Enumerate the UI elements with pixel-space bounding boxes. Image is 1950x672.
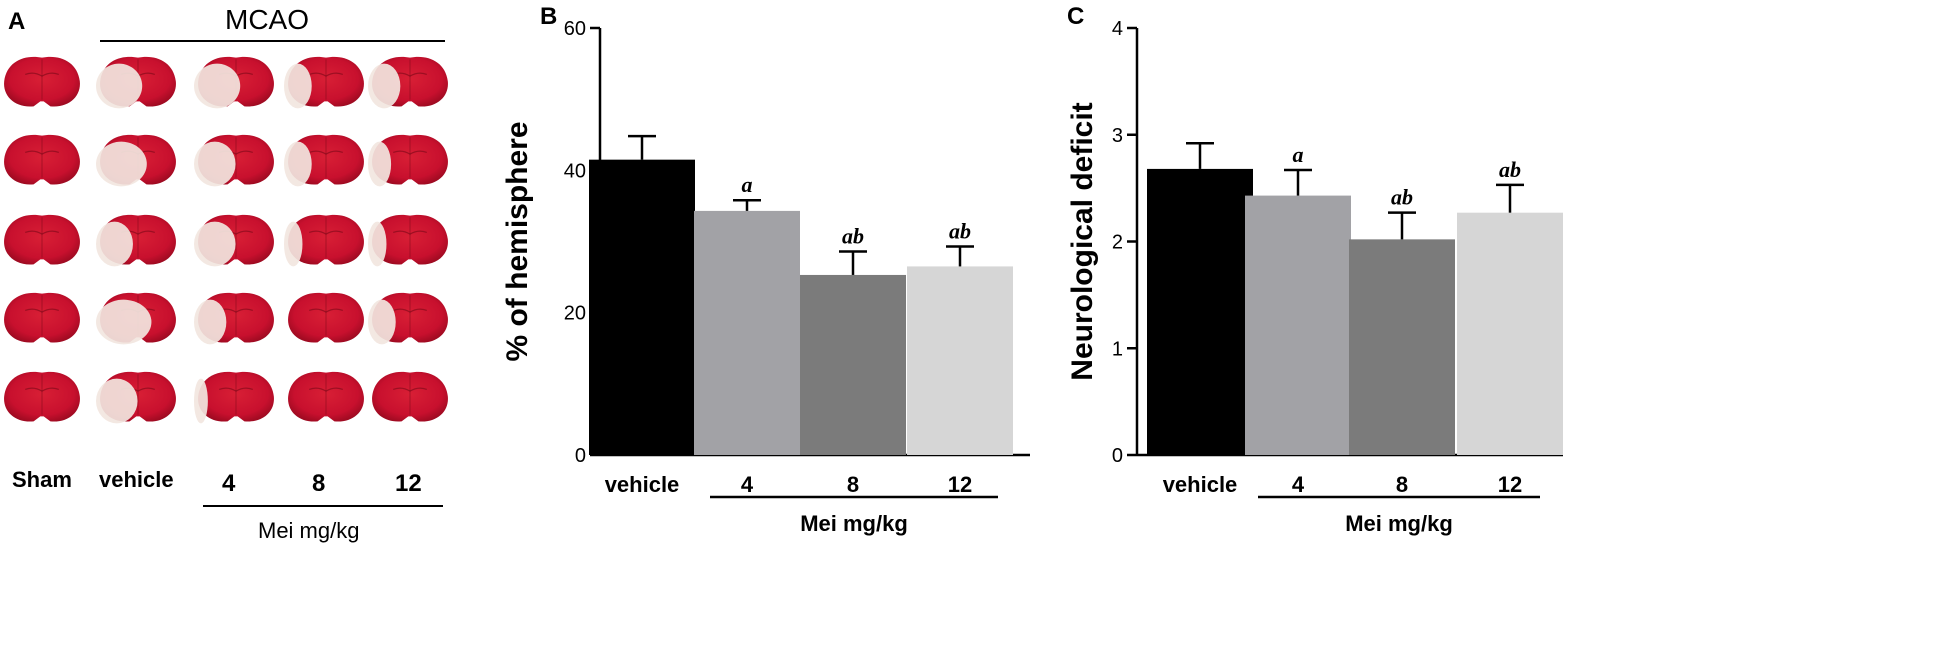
bar-12 — [907, 266, 1013, 455]
brain-slice — [3, 56, 81, 108]
infarct-area — [194, 141, 236, 187]
infarct-area — [368, 221, 387, 267]
x-tick-label: 12 — [1498, 472, 1522, 497]
brain-slice — [3, 134, 81, 186]
significance-label: ab — [949, 218, 971, 243]
y-tick-label: 40 — [564, 160, 586, 182]
significance-label: a — [742, 172, 753, 197]
bar-8 — [800, 274, 906, 455]
infarct-area — [96, 63, 143, 109]
significance-label: ab — [1391, 185, 1413, 210]
brain-slice — [197, 371, 275, 423]
bar-4 — [1245, 195, 1351, 455]
y-tick-label: 1 — [1112, 338, 1123, 360]
x-tick-label: 4 — [741, 472, 754, 497]
infarct-area — [368, 141, 392, 187]
dose-label-4-a: 4 — [222, 470, 236, 497]
brain-slice — [371, 371, 449, 423]
x-tick-label: 12 — [948, 472, 972, 497]
infarct-area — [284, 141, 312, 187]
panel-a-letter: A — [8, 8, 26, 35]
infarct-area — [368, 63, 401, 109]
infarct-area — [194, 63, 241, 109]
dose-label-8-a: 8 — [312, 470, 326, 497]
y-tick-label: 3 — [1112, 125, 1123, 147]
y-tick-label: 0 — [1112, 445, 1123, 467]
y-tick-label: 2 — [1112, 232, 1123, 254]
dose-rule-a — [203, 505, 443, 507]
unit-label-a: Mei mg/kg — [258, 518, 360, 543]
brain-slice — [287, 371, 365, 423]
mcao-rule — [100, 40, 445, 42]
infarct-area — [96, 221, 133, 267]
infarct-area — [284, 221, 303, 267]
brain-slice — [3, 214, 81, 266]
infarct-area — [368, 299, 396, 345]
brain-slice-grid — [3, 56, 449, 424]
panel-c-letter: C — [1067, 3, 1084, 30]
bar-8 — [1349, 239, 1455, 455]
y-axis-label: % of hemisphere — [501, 121, 534, 361]
vehicle-label-a: vehicle — [99, 467, 174, 492]
group-label: Mei mg/kg — [1345, 511, 1453, 536]
x-tick-label: 8 — [847, 472, 859, 497]
y-tick-label: 20 — [564, 303, 586, 325]
y-tick-label: 0 — [575, 445, 586, 467]
infarct-area — [194, 221, 236, 267]
bar-12 — [1457, 212, 1563, 455]
brain-slice — [287, 292, 365, 344]
y-tick-label: 60 — [564, 18, 586, 40]
infarct-area — [194, 378, 208, 424]
significance-label: ab — [1499, 157, 1521, 182]
infarct-area — [96, 299, 152, 345]
group-label: Mei mg/kg — [800, 511, 908, 536]
panel-b-letter: B — [540, 3, 557, 30]
mcao-label: MCAO — [225, 4, 309, 35]
infarct-area — [96, 141, 147, 187]
infarct-area — [284, 63, 312, 109]
bar-vehicle — [1147, 168, 1253, 455]
significance-label: a — [1293, 142, 1304, 167]
x-tick-label: 8 — [1396, 472, 1408, 497]
significance-label: ab — [842, 223, 864, 248]
x-tick-label: vehicle — [1163, 472, 1238, 497]
sham-label: Sham — [12, 467, 72, 492]
bar-4 — [694, 210, 800, 455]
x-tick-label: vehicle — [605, 472, 680, 497]
infarct-area — [194, 299, 227, 345]
brain-slice — [3, 292, 81, 344]
infarct-area — [96, 378, 138, 424]
y-axis-label: Neurological deficit — [1066, 102, 1099, 380]
dose-label-12-a: 12 — [395, 470, 422, 497]
y-tick-label: 4 — [1112, 18, 1123, 40]
x-tick-label: 4 — [1292, 472, 1305, 497]
bar-vehicle — [589, 159, 695, 456]
brain-slice — [3, 371, 81, 423]
